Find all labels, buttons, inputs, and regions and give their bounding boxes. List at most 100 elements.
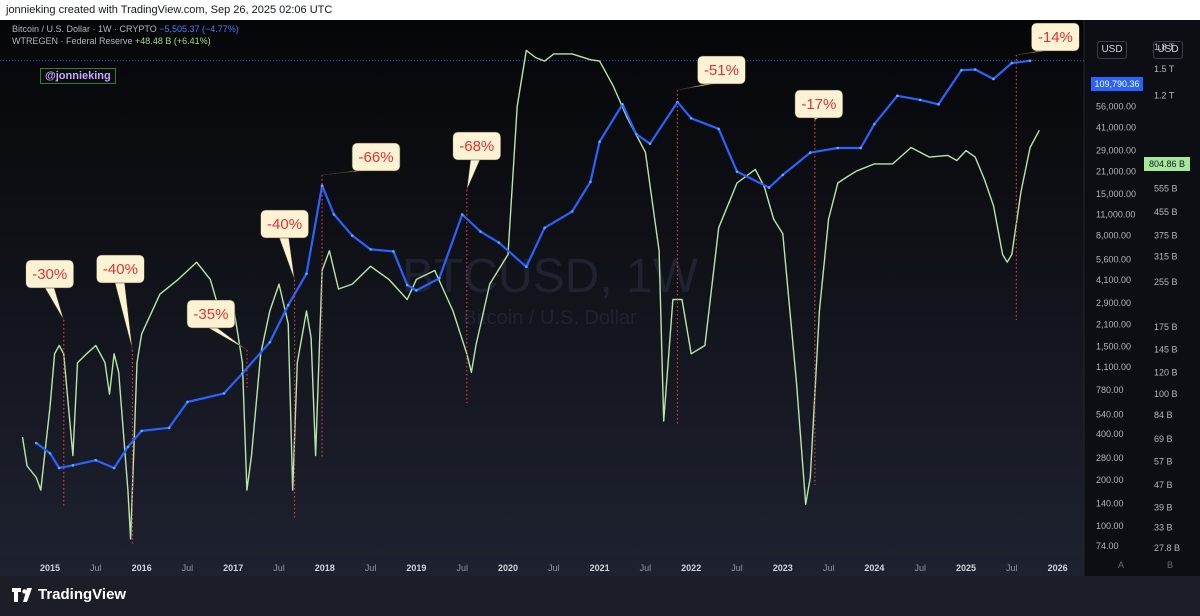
left-axis-tick-label: 29,000.00: [1096, 145, 1136, 155]
left-axis-tick-label: 200.00: [1096, 475, 1124, 485]
annotation-box: [794, 89, 844, 119]
annotation-label: -14%: [1038, 29, 1073, 46]
btc-data-point: [836, 146, 840, 150]
x-axis-tick-label: Jul: [365, 563, 377, 573]
annotation-box: [186, 299, 236, 329]
x-axis-tick-label: Jul: [182, 563, 194, 573]
footer-bar: TradingView: [0, 576, 1200, 616]
x-axis-tick-label: 2023: [773, 563, 793, 573]
fed-liquidity-line: [21, 49, 1040, 540]
btc-data-point: [94, 458, 98, 462]
currency-button-left[interactable]: USD: [1097, 41, 1127, 59]
right-axis-tick-label: 57 B: [1154, 457, 1173, 467]
legend-series2-label: WTREGEN · Federal Reserve: [12, 36, 133, 46]
annotation-box: [452, 131, 502, 161]
x-axis-tick-label: 2026: [1048, 563, 1068, 573]
legend-series1[interactable]: Bitcoin / U.S. Dollar · 1W · CRYPTO −5,5…: [12, 24, 239, 34]
x-axis-tick-label: 2015: [40, 563, 60, 573]
left-axis-tick-label: 100.00: [1096, 521, 1124, 531]
btc-data-point: [992, 77, 995, 81]
left-axis-tick-label: 8,000.00: [1096, 231, 1131, 241]
x-axis-tick-label: Jul: [914, 563, 926, 573]
right-axis-tick-label: 39 B: [1154, 502, 1173, 512]
left-axis-tick-label: 280.00: [1096, 453, 1124, 463]
btc-data-point: [497, 241, 501, 244]
legend-series2[interactable]: WTREGEN · Federal Reserve +48.48 B (+6.4…: [12, 36, 211, 46]
btc-data-point: [896, 94, 899, 98]
btc-data-point: [873, 122, 876, 126]
chart-area[interactable]: BTCUSD, 1W Bitcoin / U.S. Dollar 74.00 100.…: [0, 20, 1200, 576]
right-axis-tick-label: 145 B: [1154, 345, 1178, 355]
btc-data-point: [479, 230, 482, 233]
btc-data-point: [350, 234, 354, 237]
btc-data-point: [286, 303, 290, 307]
btc-data-point: [973, 68, 977, 71]
btc-data-point: [305, 272, 308, 276]
btc-data-point: [621, 103, 624, 106]
annotation-label: -40%: [267, 216, 302, 233]
left-axis-tick-label: 780.00: [1096, 385, 1124, 395]
x-axis-tick-label: Jul: [273, 563, 285, 573]
left-axis-tick-label: 1,100.00: [1096, 362, 1131, 372]
x-axis-tick-label: Jul: [823, 563, 835, 573]
right-price-axis: [1140, 20, 1200, 576]
btc-data-point: [140, 429, 143, 433]
x-axis-tick-label: 2018: [315, 563, 335, 573]
x-axis-tick-label: 2025: [956, 563, 976, 573]
legend-series2-change: +48.48 B (+6.41%): [135, 36, 211, 46]
btc-data-point: [320, 184, 324, 187]
left-axis-tick-label: 2,100.00: [1096, 319, 1131, 329]
annotation-pointer: [278, 235, 295, 281]
annotation-pointer: [43, 285, 65, 321]
x-axis-tick-label: 2020: [498, 563, 518, 573]
scale-footer-b: B: [1167, 560, 1173, 570]
left-axis-tick-label: 11,000.00: [1096, 210, 1135, 220]
annotation-box: [96, 254, 145, 284]
left-axis-tick-label: 41,000.00: [1096, 122, 1136, 132]
btc-data-point: [589, 180, 592, 184]
right-axis-tick-label: 315 B: [1154, 251, 1178, 261]
watermark-name: Bitcoin / U.S. Dollar: [463, 307, 637, 329]
x-axis-tick-label: 2016: [132, 563, 152, 573]
right-axis-tick-label: 175 B: [1154, 322, 1178, 332]
btc-data-point: [268, 340, 272, 344]
left-axis-tick-label: 540.00: [1096, 409, 1124, 419]
right-axis-tick-label: 33 B: [1154, 522, 1173, 532]
btc-data-point: [767, 186, 771, 189]
btc-data-point: [570, 210, 574, 213]
btc-data-point: [34, 441, 38, 445]
btc-data-point: [112, 466, 116, 470]
btc-data-point: [937, 103, 940, 106]
chart-plot[interactable]: BTCUSD, 1W Bitcoin / U.S. Dollar 74.00 100.…: [0, 20, 1200, 576]
left-axis-tick-label: 21,000.00: [1096, 167, 1136, 177]
left-axis-tick-label: 56,000.00: [1096, 102, 1136, 112]
left-axis-tick-label: 74.00: [1096, 541, 1119, 551]
btc-data-point: [405, 283, 409, 287]
right-axis-tick-label: 100 B: [1154, 389, 1178, 399]
left-axis-tick-label: 2,900.00: [1096, 298, 1131, 308]
x-axis-tick-label: Jul: [731, 563, 743, 573]
annotation-pointer: [203, 325, 248, 351]
left-axis-tick-label: 140.00: [1096, 499, 1124, 509]
x-axis-tick-label: Jul: [640, 563, 652, 573]
left-price-axis: [1084, 20, 1140, 576]
x-axis-tick-label: 2017: [223, 563, 243, 573]
right-axis-tick-label: 84 B: [1154, 410, 1173, 420]
scale-footer-a: A: [1118, 560, 1124, 570]
x-axis-tick-label: 2019: [406, 563, 426, 573]
annotation-pointer: [466, 157, 482, 191]
x-axis-tick-label: Jul: [90, 563, 102, 573]
btc-data-point: [460, 213, 464, 216]
btc-data-point: [525, 265, 528, 269]
currency-button-right[interactable]: USD: [1153, 41, 1183, 59]
btc-data-point: [186, 400, 189, 404]
x-axis-tick-label: 2021: [590, 563, 610, 573]
btc-data-point: [415, 289, 418, 292]
btc-data-point: [222, 392, 226, 395]
btc-data-point: [598, 140, 601, 143]
right-axis-tick-label: 375 B: [1154, 230, 1178, 240]
btc-data-point: [438, 277, 441, 280]
btc-data-point: [735, 170, 739, 173]
annotation-box: [260, 209, 309, 239]
legend-series1-label: Bitcoin / U.S. Dollar · 1W · CRYPTO: [12, 24, 157, 34]
